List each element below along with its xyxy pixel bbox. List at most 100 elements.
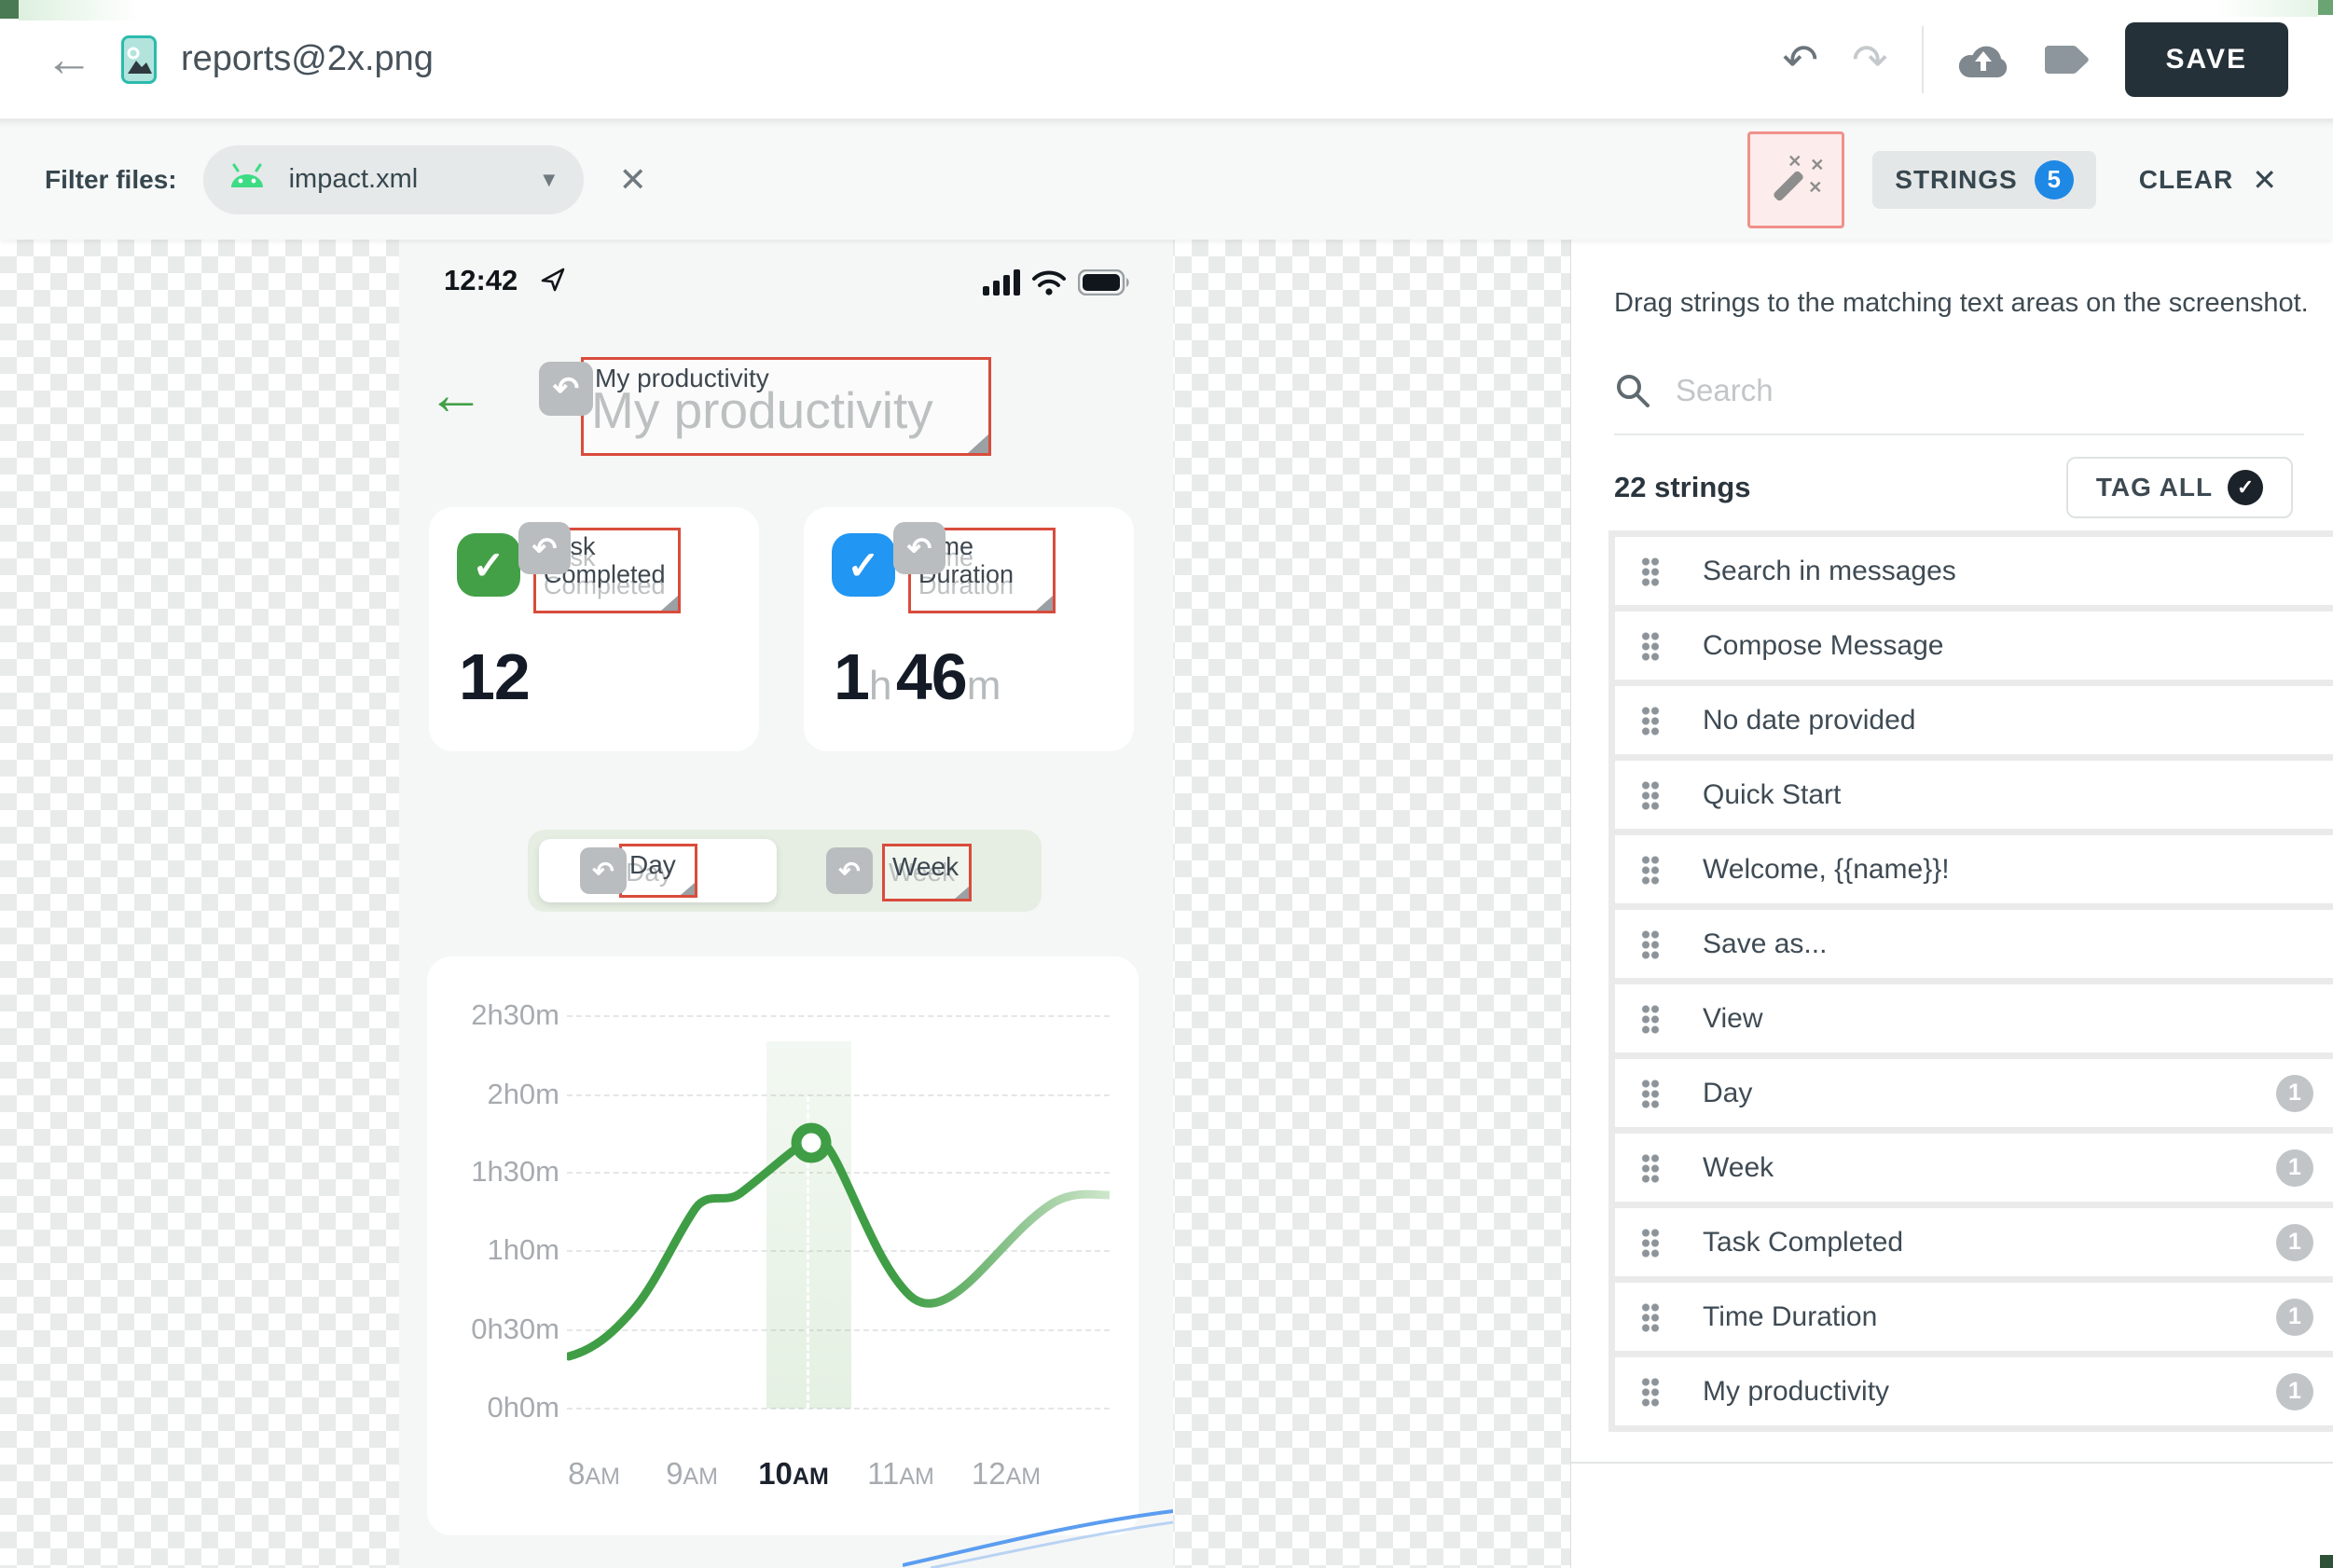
tag-count-badge: 1 [2276, 1298, 2313, 1336]
toggle-ghost-text: Week [889, 858, 956, 887]
search-input[interactable] [1674, 372, 2200, 409]
drag-handle-icon[interactable] [1641, 1078, 1660, 1108]
string-row[interactable]: Week 1 [1615, 1134, 2333, 1202]
string-row[interactable]: View [1615, 984, 2333, 1052]
image-file-icon [121, 34, 157, 84]
untag-chip-day[interactable]: ↶ [580, 847, 627, 894]
tag-count-badge: 1 [2276, 1223, 2313, 1261]
file-filter-dropdown[interactable]: impact.xml ▼ [202, 144, 584, 214]
editor-canvas: 12:42 [0, 240, 1570, 1568]
redo-icon[interactable]: ↷ [1851, 34, 1888, 84]
gridline [567, 1250, 1110, 1252]
filter-files-label: Filter files: [45, 164, 177, 194]
string-row[interactable]: Quick Start [1615, 761, 2333, 829]
untag-chip-title[interactable]: ↶ [539, 362, 593, 416]
upload-cloud-icon[interactable] [1957, 40, 2009, 79]
string-row[interactable]: Save as... [1615, 910, 2333, 978]
tag-string-label: My productivity [595, 364, 769, 392]
tagged-area-title[interactable]: My productivity My productivity [581, 357, 991, 456]
drag-handle-icon[interactable] [1641, 928, 1660, 959]
save-button[interactable]: SAVE [2124, 21, 2288, 97]
wifi-icon [1031, 269, 1067, 296]
undo-icon: ↶ [906, 531, 932, 565]
strings-label: STRINGS [1895, 164, 2018, 194]
page-title: reports@2x.png [181, 39, 434, 78]
screenshot-phone: 12:42 [399, 240, 1173, 1568]
drag-handle-icon[interactable] [1641, 779, 1660, 810]
corner-accent-gradient-top-right [2216, 0, 2318, 17]
filter-bar-actions: ✕ ✕ ✕ STRINGS 5 CLEAR ✕ [1747, 131, 2277, 228]
clear-tags-button[interactable]: CLEAR ✕ [2139, 162, 2277, 198]
untag-chip-week[interactable]: ↶ [826, 847, 873, 894]
search-row [1614, 372, 2200, 409]
tag-label-icon[interactable] [2043, 40, 2091, 79]
string-row[interactable]: Compose Message [1615, 612, 2333, 680]
drag-handle-icon[interactable] [1641, 1301, 1660, 1332]
untag-chip-duration[interactable]: ↶ [893, 522, 946, 574]
string-label: Compose Message [1703, 629, 1944, 661]
undo-icon: ↶ [552, 371, 580, 406]
back-button[interactable]: ← [45, 32, 93, 87]
clear-file-filter-icon[interactable]: ✕ [618, 159, 647, 199]
string-row[interactable]: Search in messages [1615, 537, 2333, 605]
drag-handle-icon[interactable] [1641, 1152, 1660, 1183]
string-label: My productivity [1703, 1375, 1890, 1407]
corner-accent-top-left [0, 0, 19, 19]
tag-string-label: Day [629, 850, 676, 879]
android-icon [228, 163, 267, 197]
string-row[interactable]: Day 1 [1615, 1059, 2333, 1127]
strings-toggle-button[interactable]: STRINGS 5 [1872, 150, 2096, 209]
filter-bar: Filter files: impact.xml ▼ ✕ ✕ ✕ [0, 119, 2333, 240]
x-tick-9am: 9AM [666, 1456, 718, 1491]
strings-list: Search in messages Compose Message No da… [1608, 530, 2333, 1432]
tasks-count: 12 [459, 640, 531, 713]
phone-back-arrow-icon: ← [427, 363, 485, 427]
undo-icon: ↶ [531, 531, 558, 565]
corner-accent-top-right [2318, 0, 2333, 15]
strings-count-label: 22 strings [1614, 471, 1751, 503]
auto-tag-wand-button[interactable]: ✕ ✕ ✕ [1747, 131, 1845, 228]
x-tick-11am: 11AM [867, 1456, 934, 1491]
tag-resize-handle[interactable] [968, 434, 988, 453]
screenshot-title-ghost-text: My productivity [591, 381, 933, 439]
drag-handle-icon[interactable] [1641, 705, 1660, 736]
y-tick: 1h0m [487, 1233, 559, 1266]
header-bar: ← reports@2x.png ↶ ↷ SAVE [0, 0, 2333, 119]
undo-icon[interactable]: ↶ [1782, 34, 1818, 84]
string-row[interactable]: No date provided [1615, 686, 2333, 754]
tag-resize-handle[interactable] [681, 883, 695, 895]
string-row[interactable]: My productivity 1 [1615, 1357, 2333, 1425]
string-row[interactable]: Task Completed 1 [1615, 1208, 2333, 1276]
string-label: Save as... [1703, 928, 1828, 959]
x-tick-8am: 8AM [568, 1456, 620, 1491]
stat-card-duration: ✓ ↶ Time Duration Time Duration 1h 46m [804, 507, 1134, 751]
string-row[interactable]: Time Duration 1 [1615, 1283, 2333, 1351]
tagged-area-week[interactable]: Week Week [882, 844, 972, 901]
check-glyph: ✓ [847, 543, 880, 587]
drag-handle-icon[interactable] [1641, 854, 1660, 885]
duration-minutes: 46 [895, 640, 968, 713]
corner-accent-bottom-right [2320, 1555, 2333, 1568]
drag-handle-icon[interactable] [1641, 556, 1660, 586]
tag-resize-handle[interactable] [955, 887, 969, 899]
data-point-marker [791, 1122, 832, 1163]
drag-handle-icon[interactable] [1641, 1003, 1660, 1034]
untag-chip-tasks[interactable]: ↶ [518, 522, 571, 574]
chevron-down-icon: ▼ [538, 167, 559, 191]
tag-resize-handle[interactable] [661, 596, 678, 611]
tag-all-button[interactable]: TAG ALL ✓ [2066, 457, 2293, 518]
drag-handle-icon[interactable] [1641, 1227, 1660, 1258]
drag-handle-icon[interactable] [1641, 1376, 1660, 1407]
header-actions: ↶ ↷ SAVE [1782, 21, 2288, 97]
string-label: Search in messages [1703, 555, 1956, 586]
check-icon-green: ✓ [457, 533, 520, 597]
undo-icon: ↶ [838, 856, 861, 886]
tag-resize-handle[interactable] [1036, 596, 1053, 611]
y-tick: 2h30m [471, 998, 559, 1031]
drag-handle-icon[interactable] [1641, 630, 1660, 661]
tagged-area-day[interactable]: Day Day [619, 844, 697, 898]
string-row[interactable]: Welcome, {{name}}! [1615, 835, 2333, 903]
battery-icon [1078, 269, 1132, 296]
string-label: Task Completed [1703, 1226, 1904, 1258]
